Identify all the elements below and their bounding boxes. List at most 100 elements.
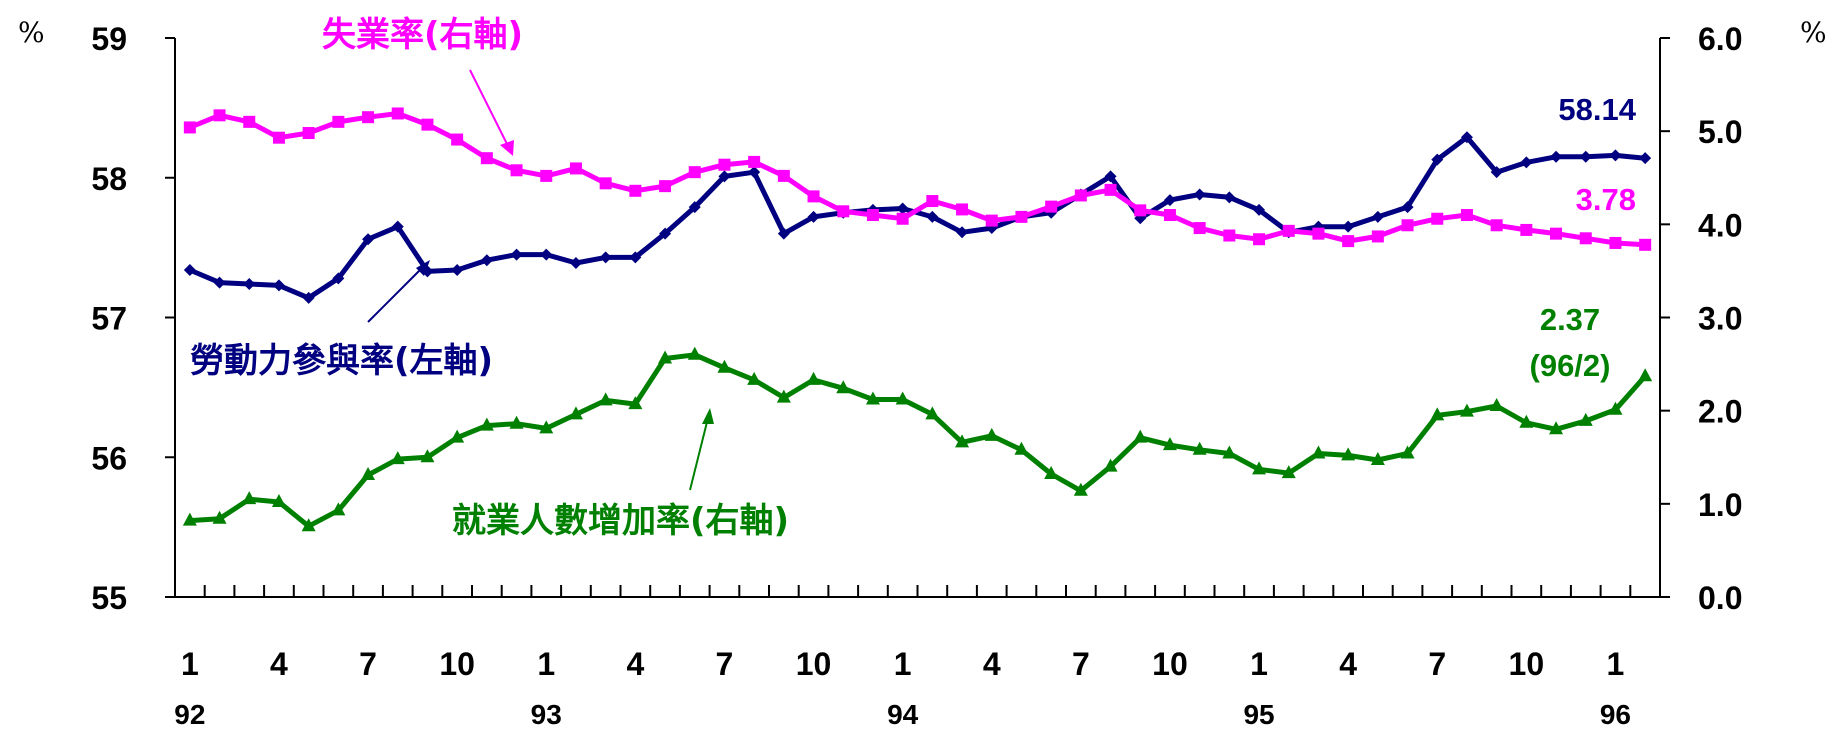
employment-growth-rate-point <box>420 449 435 463</box>
left-axis-tick-label: 59 <box>91 21 127 57</box>
unemployment-rate-point <box>1579 232 1592 245</box>
x-axis-month-label: 4 <box>1339 646 1357 682</box>
employment-growth-rate-point <box>1103 458 1118 472</box>
employment-growth-rate-point <box>242 491 257 505</box>
employment-growth-rate-point <box>836 380 851 394</box>
left-axis-unit: % <box>18 16 45 49</box>
labor-participation-rate-point <box>1104 170 1117 183</box>
labor-participation-end-value: 58.14 <box>1558 92 1636 127</box>
labor-participation-rate-point <box>1342 220 1355 233</box>
employment-growth-rate-point <box>1014 441 1029 455</box>
x-axis-month-label: 4 <box>270 646 288 682</box>
unemployment-rate-point <box>1342 235 1355 248</box>
unemployment-rate-point <box>807 190 820 203</box>
unemployment-rate-point <box>1282 224 1295 237</box>
unemployment-rate-point <box>213 109 226 122</box>
labor-participation-rate-point <box>480 254 493 267</box>
labor-participation-rate-point <box>451 263 464 276</box>
unemployment-rate-point <box>1490 219 1503 232</box>
employment-growth-rate-point <box>1489 398 1504 412</box>
labor-participation-rate-point <box>510 248 523 261</box>
right-axis-tick-label: 3.0 <box>1698 301 1742 337</box>
x-axis-month-label: 4 <box>626 646 644 682</box>
labor-participation-rate-point <box>569 256 582 269</box>
labor-participation-rate-point <box>659 227 672 240</box>
employment-growth-rate-point <box>1549 421 1564 435</box>
employment-growth-rate-point <box>1370 452 1385 466</box>
unemployment-rate-point <box>1015 210 1028 223</box>
right-axis-tick-label: 2.0 <box>1698 394 1742 430</box>
unemployment-rate-point <box>451 133 464 146</box>
right-axis-unit: % <box>1800 16 1827 49</box>
unemployment-rate-point <box>1104 183 1117 196</box>
unemployment-rate-label: 失業率(右軸) <box>322 15 523 55</box>
unemployment-rate-point <box>1550 227 1563 240</box>
unemployment-rate-point <box>777 169 790 182</box>
unemployment-rate-pointer <box>469 69 511 151</box>
left-axis-tick-label: 55 <box>91 580 127 616</box>
labor-participation-rate-point <box>926 210 939 223</box>
chart-axes: 55 56 57 58 59 0.0 1.0 2.0 3.0 4.0 5.0 6.0 1 4 7 10 1 4 7 1… <box>91 21 1742 729</box>
left-axis-tick-label: 56 <box>91 440 127 476</box>
unemployment-rate-end-value: 3.78 <box>1576 182 1636 217</box>
labor-participation-rate-point <box>1223 191 1236 204</box>
employment-growth-rate-point <box>925 406 940 420</box>
labor-participation-rate-point <box>540 248 553 261</box>
labor-participation-rate-point <box>332 272 345 285</box>
labor-participation-rate-point <box>956 226 969 239</box>
right-axis-tick-label: 5.0 <box>1698 114 1742 150</box>
employment-growth-rate-point <box>806 371 821 385</box>
employment-growth-rate-point <box>539 420 554 434</box>
employment-growth-rate-point <box>509 415 524 429</box>
unemployment-rate-point <box>1045 200 1058 213</box>
employment-growth-rate-point <box>658 350 673 364</box>
unemployment-rate-point <box>1609 236 1622 249</box>
employment-growth-rate-point <box>687 346 702 360</box>
employment-growth-rate-point <box>1400 445 1415 459</box>
employment-growth-rate-point <box>1192 441 1207 455</box>
left-axis-tick-label: 57 <box>91 301 127 337</box>
labor-participation-rate-point <box>302 291 315 304</box>
employment-growth-rate-point <box>1459 403 1474 417</box>
employment-growth-rate-point <box>1430 407 1445 421</box>
series-layer <box>182 107 1653 532</box>
labor-participation-rate-point <box>807 210 820 223</box>
labor-participation-rate-point <box>1460 131 1473 144</box>
unemployment-rate-point <box>1401 219 1414 232</box>
labor-participation-rate-point <box>1609 149 1622 162</box>
unemployment-rate-point <box>480 152 493 165</box>
employment-growth-rate-point <box>895 391 910 405</box>
employment-growth-rate-point <box>865 391 880 405</box>
unemployment-rate-point <box>896 212 909 225</box>
unemployment-rate-arrowhead <box>500 140 514 156</box>
employment-growth-pointer <box>689 417 709 491</box>
labor-participation-rate-point <box>362 233 375 246</box>
employment-growth-rate-point <box>450 429 465 443</box>
unemployment-rate-point <box>1431 212 1444 225</box>
labor-participation-arrowhead <box>416 260 430 276</box>
x-axis-month-label: 1 <box>894 646 912 682</box>
employment-growth-rate-point <box>776 389 791 403</box>
labor-participation-rate-line <box>188 134 1646 301</box>
employment-growth-rate-point <box>1252 461 1267 475</box>
unemployment-rate-point <box>985 214 998 227</box>
labor-participation-rate-point <box>243 277 256 290</box>
unemployment-rate-point <box>1639 238 1652 251</box>
employment-growth-rate-point <box>182 512 197 526</box>
unemployment-rate-point <box>956 203 969 216</box>
labor-participation-rate-point <box>748 166 761 179</box>
unemployment-rate-point <box>332 115 345 128</box>
employment-growth-rate-point <box>1073 482 1088 496</box>
employment-growth-rate-series <box>182 346 1653 532</box>
x-axis-year-label: 95 <box>1243 699 1274 729</box>
x-axis-year-label: 94 <box>887 699 919 729</box>
employment-growth-rate-point <box>984 427 999 441</box>
labor-participation-rate-point <box>718 170 731 183</box>
unemployment-rate-point <box>1253 233 1266 246</box>
employment-growth-rate-label: 就業人數增加率(右軸) <box>452 501 789 541</box>
x-axis-year-label: 96 <box>1600 699 1631 729</box>
employment-growth-rate-point <box>1162 437 1177 451</box>
x-axis-year-label: 93 <box>531 699 562 729</box>
x-axis-month-label: 1 <box>181 646 199 682</box>
